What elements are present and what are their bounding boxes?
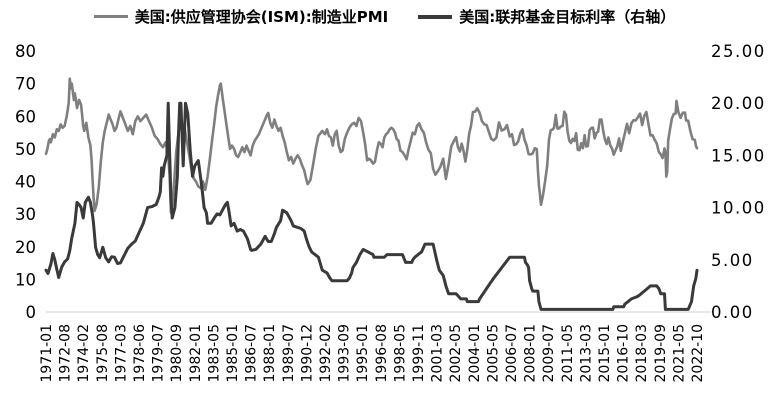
x-axis-tick-label: 2016-10 (616, 324, 632, 383)
left-axis-tick-label: 30 (15, 205, 36, 224)
left-axis-tick-label: 0 (26, 303, 37, 322)
x-axis-tick-label: 1974-02 (76, 324, 92, 383)
x-axis-tick-label: 1999-11 (411, 324, 427, 383)
left-axis-tick-label: 20 (15, 238, 36, 257)
x-axis-tick-label: 2022-10 (690, 324, 706, 383)
x-axis-tick-label: 1990-12 (299, 324, 315, 383)
left-axis-tick-label: 80 (15, 42, 36, 61)
x-axis-tick-label: 1980-09 (169, 324, 185, 383)
x-axis-tick-label: 1989-07 (281, 324, 297, 383)
x-axis-tick-label: 2005-05 (485, 324, 501, 383)
x-axis-tick-label: 1996-08 (374, 324, 390, 383)
right-axis-tick-label: 20.00 (711, 94, 766, 113)
pmi-series-line (44, 77, 699, 214)
pmi-line-swatch (93, 15, 128, 18)
x-axis-tick-label: 2004-01 (467, 324, 483, 383)
legend-label-rate: 美国:联邦基金目标利率（右轴） (459, 8, 676, 26)
left-axis-tick-label: 60 (15, 107, 36, 126)
x-axis-tick-label: 2011-05 (560, 324, 576, 383)
x-axis-tick-label: 2006-07 (504, 324, 520, 383)
x-axis-tick-label: 2009-07 (541, 324, 557, 383)
right-axis-tick-label: 25.00 (711, 42, 766, 61)
x-axis-tick-label: 1971-01 (39, 324, 55, 383)
x-axis-tick-label: 1977-03 (113, 324, 129, 383)
left-axis-tick-label: 50 (15, 140, 36, 159)
x-axis-tick-label: 2019-09 (653, 324, 669, 383)
x-axis-tick-label: 2021-05 (671, 324, 687, 383)
rate-line-swatch (418, 14, 453, 19)
legend-label-pmi: 美国:供应管理协会(ISM):制造业PMI (134, 8, 389, 26)
x-axis-tick-label: 2013-03 (578, 324, 594, 383)
chart-legend: 美国:供应管理协会(ISM):制造业PMI 美国:联邦基金目标利率（右轴） (0, 6, 769, 27)
x-axis-tick-label: 1992-02 (318, 324, 334, 383)
x-axis-tick-label: 1986-07 (244, 324, 260, 383)
right-axis-tick-label: 15.00 (711, 146, 766, 165)
x-axis-tick-label: 1995-01 (355, 324, 371, 383)
x-axis-tick-label: 1985-01 (225, 324, 241, 383)
x-axis-tick-label: 1982-01 (188, 324, 204, 383)
left-axis-tick-label: 40 (15, 173, 36, 192)
legend-item-rate: 美国:联邦基金目标利率（右轴） (418, 6, 675, 27)
right-axis-tick-label: 5.00 (711, 251, 754, 270)
x-axis-tick-label: 2008-01 (523, 324, 539, 383)
x-axis-tick-label: 1988-01 (262, 324, 278, 383)
left-axis-tick-label: 10 (15, 270, 36, 289)
x-axis-tick-label: 2002-05 (448, 324, 464, 383)
x-axis-tick-label: 1998-05 (392, 324, 408, 383)
x-axis-tick-label: 1983-05 (206, 324, 222, 383)
right-axis-tick-label: 0.00 (711, 303, 754, 322)
left-axis-tick-label: 70 (15, 75, 36, 94)
x-axis-tick-label: 1993-09 (337, 324, 353, 383)
legend-item-pmi: 美国:供应管理协会(ISM):制造业PMI (93, 6, 389, 27)
right-axis-tick-label: 10.00 (711, 199, 766, 218)
x-axis-tick-label: 2018-03 (634, 324, 650, 383)
x-axis-tick-label: 2015-01 (597, 324, 613, 383)
x-axis-tick-label: 1972-08 (58, 324, 74, 383)
x-axis-tick-label: 1978-06 (132, 324, 148, 383)
x-axis-tick-label: 1975-08 (95, 324, 111, 383)
x-axis-tick-label: 2001-03 (430, 324, 446, 383)
x-axis-tick-label: 1979-07 (151, 324, 167, 383)
fed-rate-series-line (44, 101, 699, 311)
